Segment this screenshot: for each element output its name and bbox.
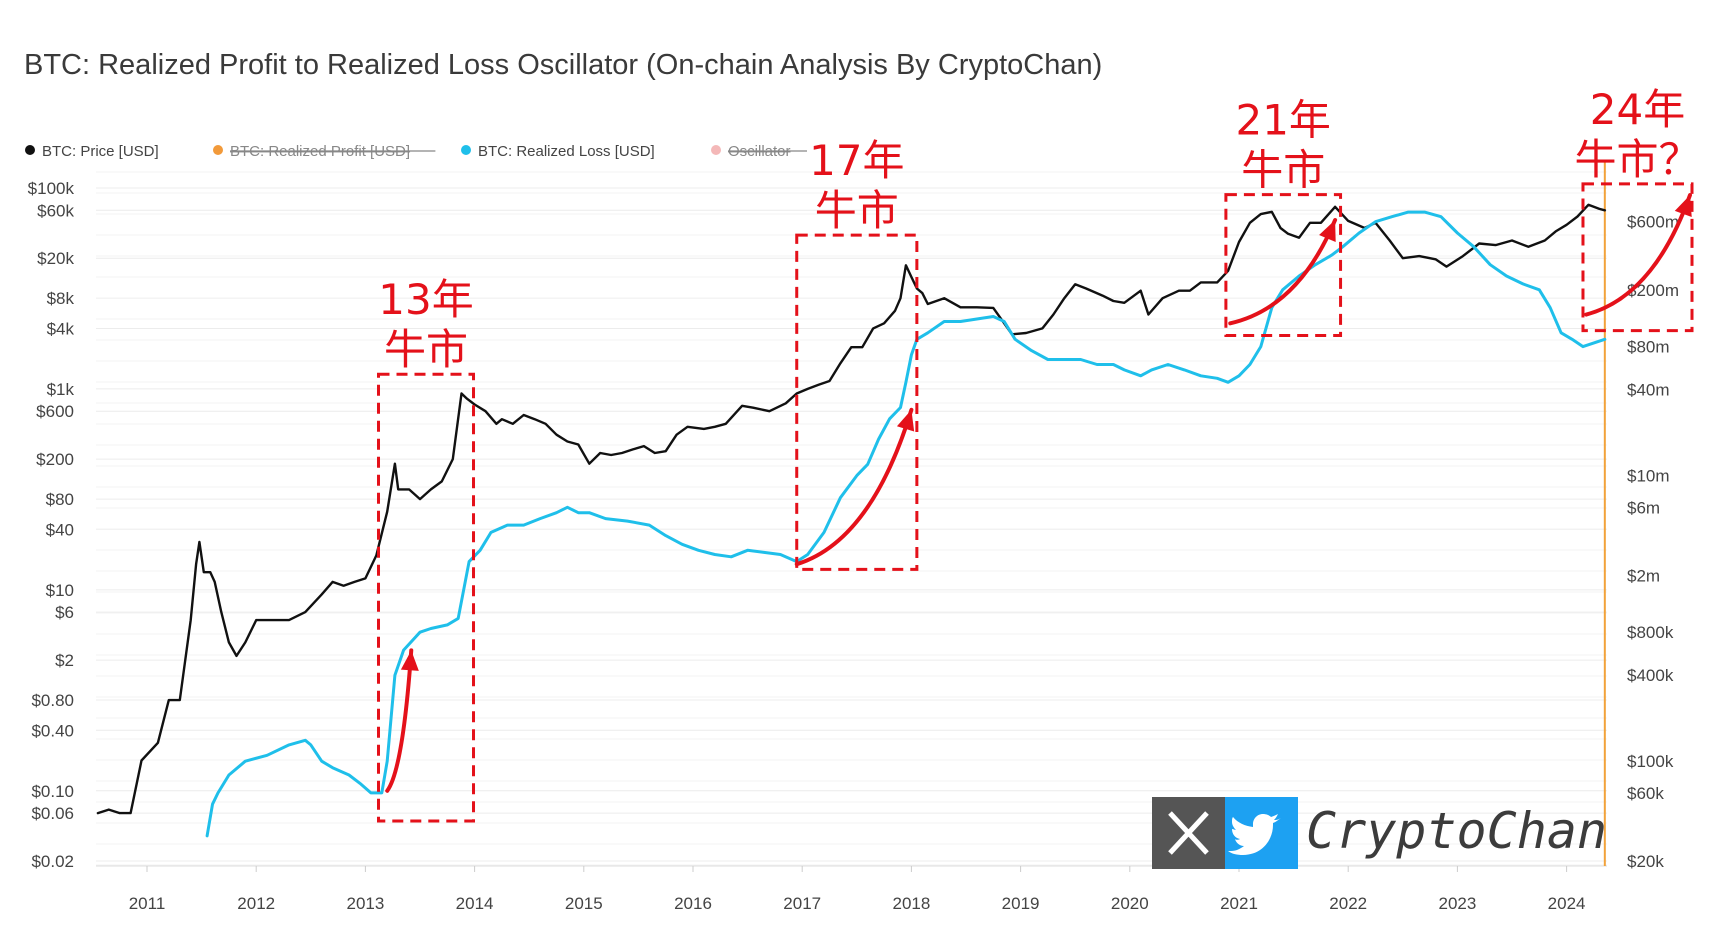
legend-swatch: [25, 145, 35, 155]
left-tick-label: $8k: [47, 289, 75, 308]
bull-market-box-1: [795, 233, 919, 571]
x-tick-label: 2017: [783, 894, 821, 913]
right-tick-label: $6m: [1627, 498, 1660, 517]
left-tick-label: $6: [55, 603, 74, 622]
left-tick-label: $0.02: [31, 852, 74, 871]
trend-arrow-head: [1674, 195, 1692, 217]
series-layer: [96, 203, 1607, 838]
legend-swatch: [213, 145, 223, 155]
series-line-price: [96, 203, 1607, 815]
right-y-axis: $600m $200m $80m $40m $10m $6m $2m $800k $400k $1…: [1627, 213, 1679, 871]
bull-market-box-0: [377, 372, 476, 823]
left-tick-label: $100k: [28, 179, 75, 198]
left-tick-label: $60k: [37, 201, 74, 220]
legend-item-1[interactable]: BTC: Realized Profit [USD]: [213, 143, 436, 160]
left-tick-label: $1k: [47, 380, 75, 399]
x-tick-label: 2011: [129, 894, 166, 913]
trend-arrow-2: [1228, 218, 1338, 326]
bull-market-label-text: 牛市: [384, 325, 468, 374]
bull-market-label-year: 24年: [1590, 85, 1685, 134]
right-tick-label: $80m: [1627, 338, 1670, 357]
left-tick-label: $4k: [47, 319, 75, 338]
left-tick-label: $10: [46, 581, 74, 600]
chart-legend: BTC: Price [USD] BTC: Realized Profit [US…: [25, 143, 807, 160]
left-tick-label: $600: [36, 402, 74, 421]
right-tick-label: $200m: [1627, 281, 1679, 300]
x-tick-label: 2022: [1329, 894, 1367, 913]
trend-arrow-head: [400, 650, 419, 671]
right-tick-label: $20k: [1627, 852, 1664, 871]
left-tick-label: $0.80: [31, 691, 74, 710]
legend-item-3[interactable]: Oscillator: [711, 143, 807, 160]
right-tick-label: $40m: [1627, 381, 1670, 400]
chart-title: BTC: Realized Profit to Realized Loss Os…: [24, 49, 1102, 81]
left-tick-label: $20k: [37, 249, 74, 268]
x-tick-label: 2014: [456, 894, 494, 913]
x-tick-label: 2020: [1111, 894, 1149, 913]
trend-arrow-head: [1319, 220, 1336, 242]
watermark: CryptoChan: [1152, 797, 1607, 869]
x-tick-label: 2018: [892, 894, 930, 913]
legend-label: BTC: Price [USD]: [42, 143, 159, 160]
right-tick-label: $10m: [1627, 467, 1670, 486]
left-tick-label: $0.06: [31, 804, 74, 823]
legend-item-0[interactable]: BTC: Price [USD]: [25, 143, 159, 160]
twitter-bird-icon: [1228, 814, 1281, 855]
bull-market-label-text: 牛市？: [1574, 135, 1700, 184]
grid-lines: [96, 171, 1607, 867]
bull-market-label-year: 17年: [809, 136, 904, 185]
left-tick-label: $2: [55, 651, 74, 670]
trend-arrow-3: [1584, 193, 1692, 317]
x-tick-label: 2015: [565, 894, 603, 913]
trend-arrow-1: [794, 407, 914, 567]
watermark-text: CryptoChan: [1306, 802, 1607, 860]
trend-arrow-0: [385, 648, 414, 793]
right-tick-label: $800k: [1627, 623, 1674, 642]
left-y-axis: $100k $60k $20k $8k $4k $1k $600 $200 $80 $40 $10 $…: [28, 179, 75, 871]
left-tick-label: $0.40: [31, 721, 74, 740]
x-tick-label: 2016: [674, 894, 712, 913]
x-tick-label: 2019: [1002, 894, 1040, 913]
legend-label: BTC: Realized Loss [USD]: [478, 143, 655, 160]
x-axis: 2011 2012 2013 2014 2015 2016 2017 2018 2019 2020…: [129, 160, 1606, 913]
left-tick-label: $40: [46, 520, 74, 539]
legend-swatch: [461, 145, 471, 155]
bull-market-box-2: [1224, 193, 1343, 338]
x-tick-label: 2024: [1548, 894, 1586, 913]
right-tick-label: $600m: [1627, 213, 1679, 232]
right-tick-label: $60k: [1627, 784, 1664, 803]
left-tick-label: $0.10: [31, 782, 74, 801]
trend-arrow-head: [896, 409, 915, 432]
x-tick-label: 2012: [237, 894, 275, 913]
bull-market-label-year: 21年: [1235, 96, 1330, 145]
right-tick-label: $2m: [1627, 566, 1660, 585]
series-line-realized-loss: [205, 210, 1607, 838]
right-tick-label: $400k: [1627, 666, 1674, 685]
bull-market-box-3: [1581, 182, 1694, 333]
legend-item-2[interactable]: BTC: Realized Loss [USD]: [461, 143, 655, 160]
legend-swatch: [711, 145, 721, 155]
x-tick-label: 2021: [1220, 894, 1258, 913]
right-tick-label: $100k: [1627, 752, 1674, 771]
left-tick-label: $80: [46, 490, 74, 509]
bull-market-label-text: 牛市: [1241, 146, 1325, 195]
x-tick-label: 2013: [346, 894, 384, 913]
left-tick-label: $200: [36, 450, 74, 469]
x-tick-label: 2023: [1438, 894, 1476, 913]
bull-market-label-text: 牛市: [815, 186, 899, 235]
bull-market-label-year: 13年: [378, 275, 473, 324]
x-logo-icon: [1168, 811, 1209, 855]
